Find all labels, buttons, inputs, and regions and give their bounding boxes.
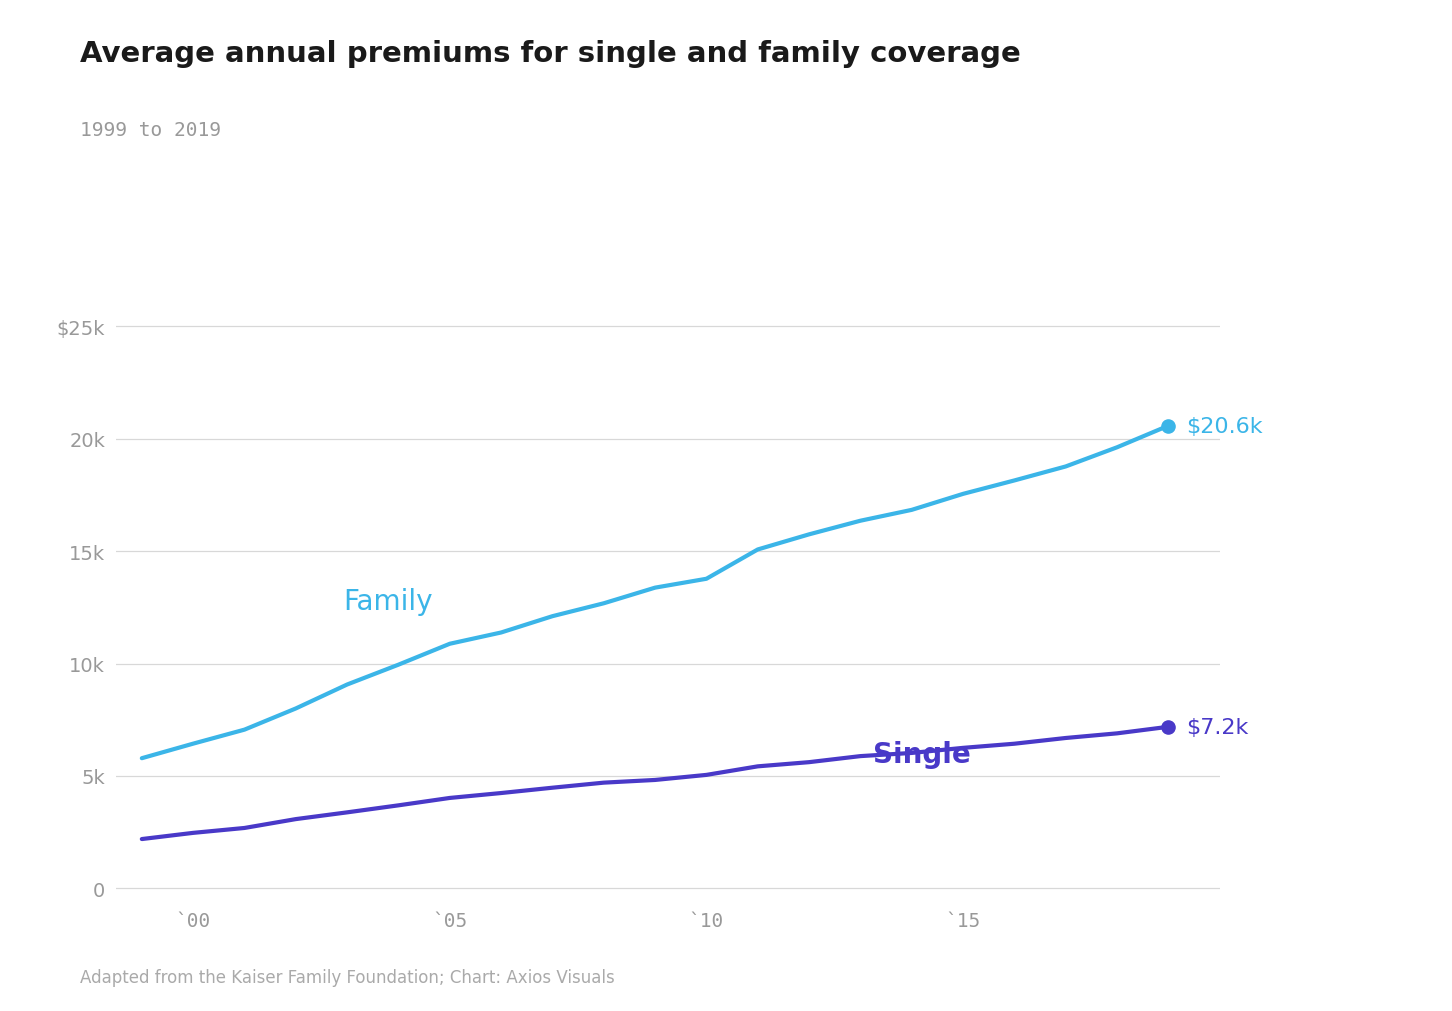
Text: $20.6k: $20.6k: [1186, 417, 1263, 437]
Point: [1157, 719, 1180, 735]
Text: 1999 to 2019: 1999 to 2019: [80, 121, 221, 141]
Text: Family: Family: [344, 587, 433, 615]
Point: [1157, 419, 1180, 435]
Text: $7.2k: $7.2k: [1186, 717, 1249, 737]
Text: Average annual premiums for single and family coverage: Average annual premiums for single and f…: [80, 40, 1021, 69]
Text: Adapted from the Kaiser Family Foundation; Chart: Axios Visuals: Adapted from the Kaiser Family Foundatio…: [80, 968, 614, 986]
Text: Single: Single: [873, 740, 971, 767]
